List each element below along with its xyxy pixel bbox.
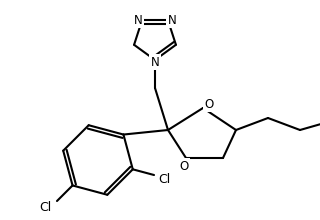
Text: N: N [134, 14, 142, 27]
Text: O: O [180, 160, 188, 172]
Text: N: N [168, 14, 176, 27]
Text: O: O [204, 97, 214, 110]
Text: N: N [151, 55, 159, 68]
Text: Cl: Cl [39, 200, 51, 214]
Text: Cl: Cl [158, 172, 170, 185]
